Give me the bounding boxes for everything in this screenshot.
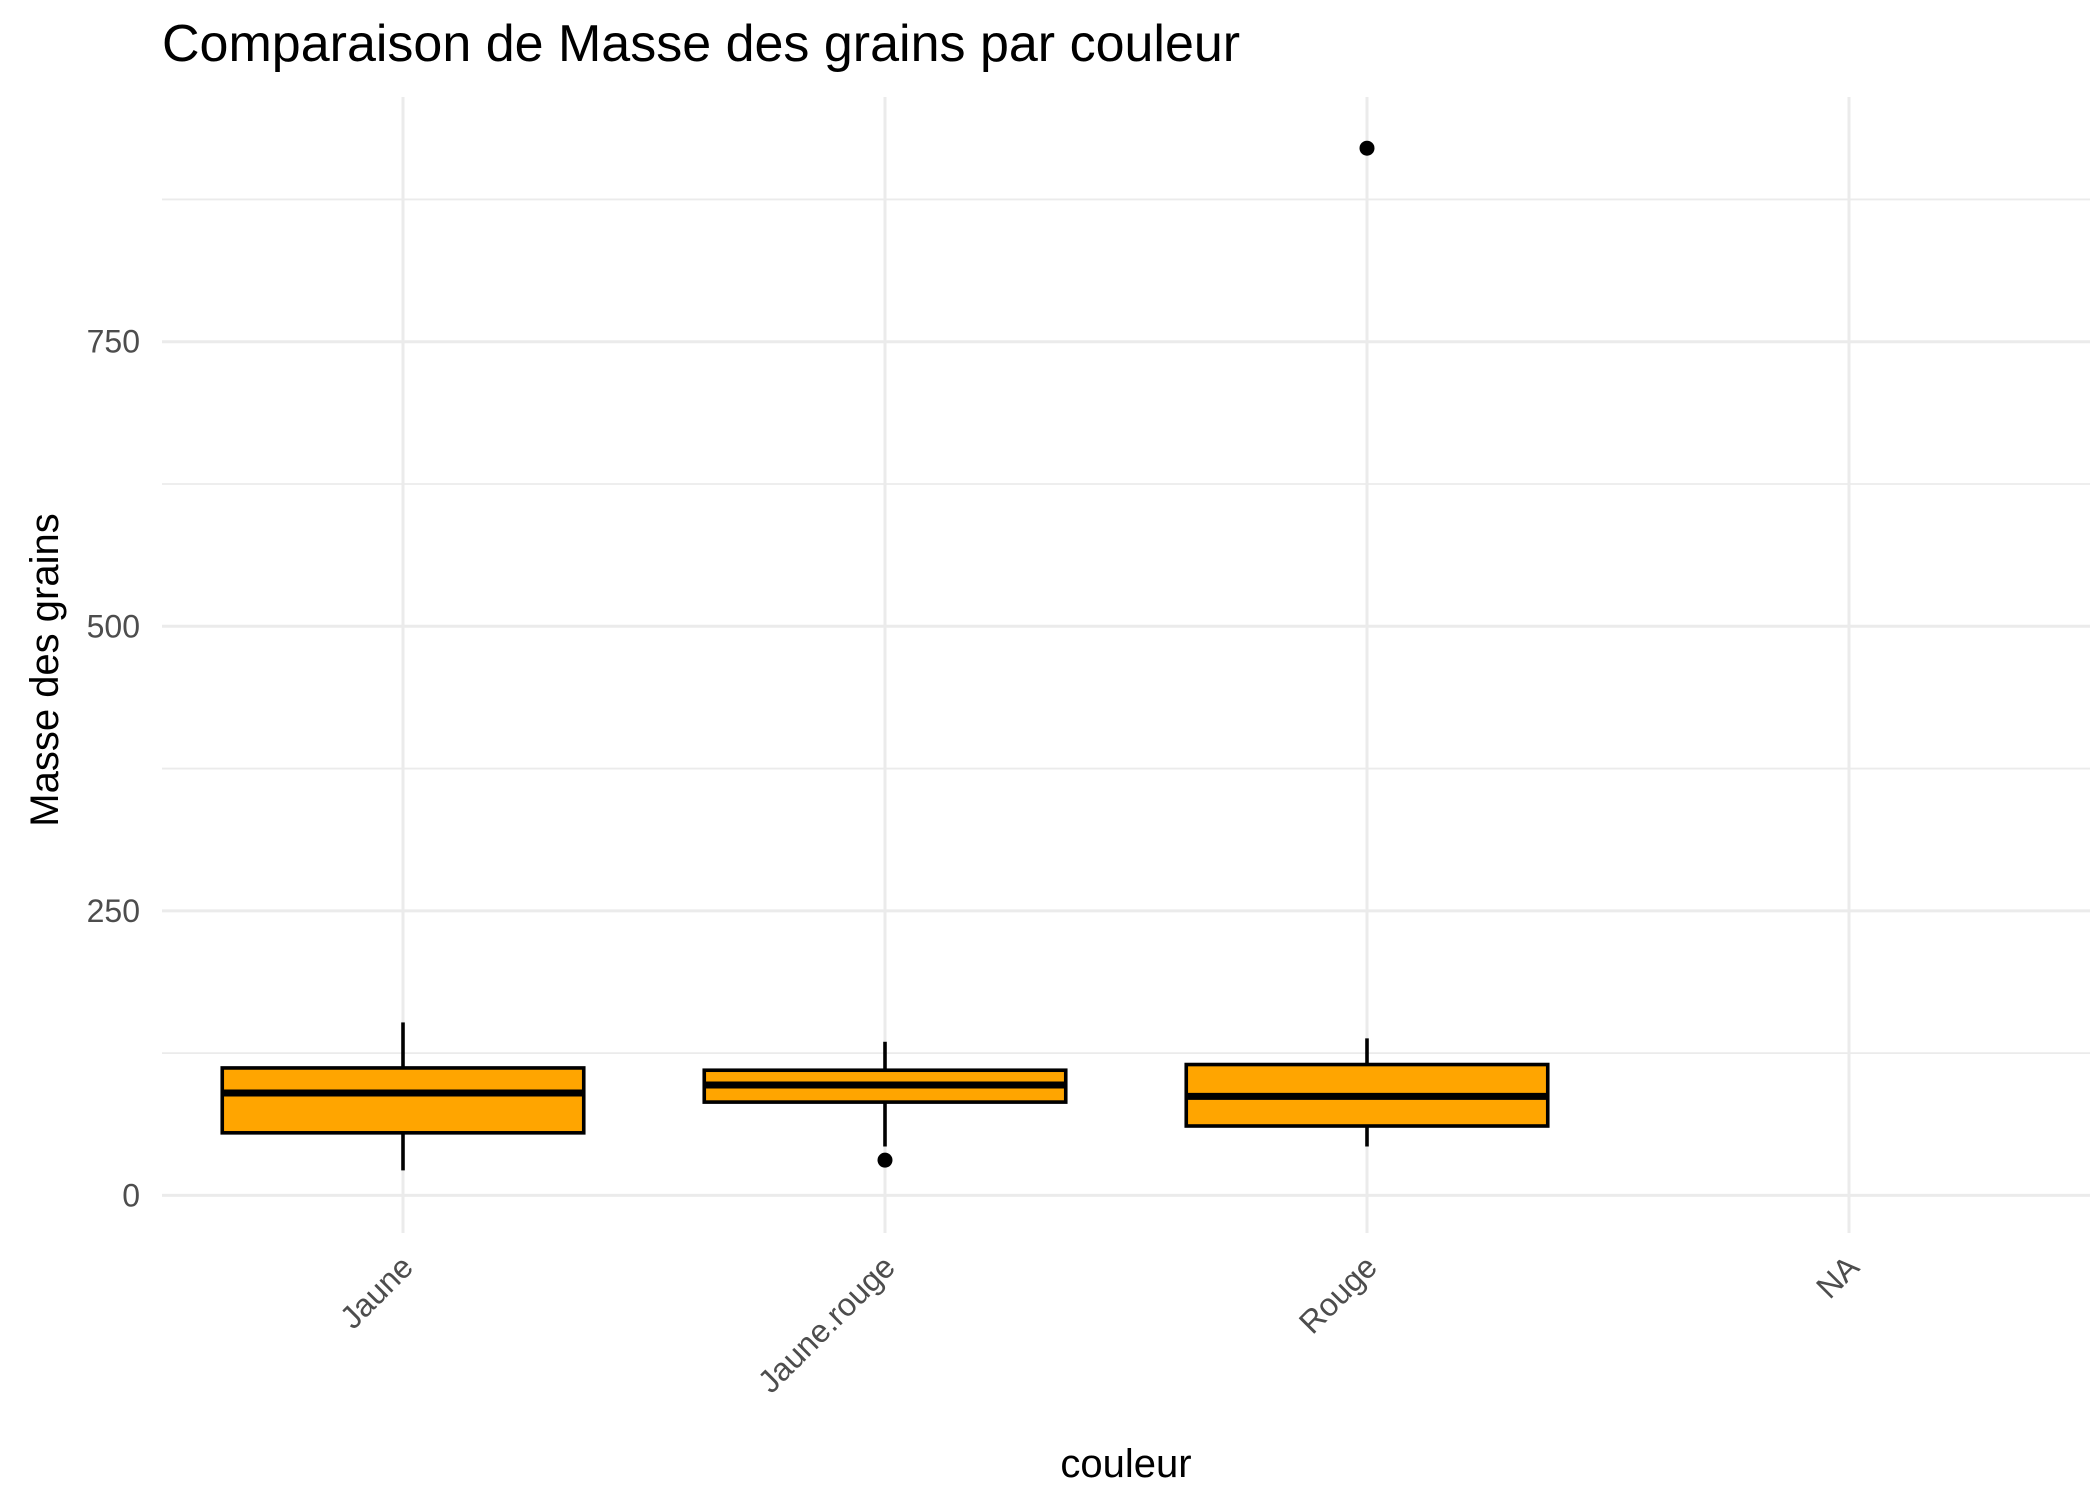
chart-title: Comparaison de Masse des grains par coul… — [162, 15, 1240, 73]
x-tick-label: Jaune.rouge — [751, 1248, 902, 1399]
y-tick-label: 0 — [122, 1177, 140, 1213]
outlier-point — [877, 1152, 893, 1168]
boxplot-rouge — [1184, 140, 1550, 1147]
box-iqr — [220, 1066, 586, 1135]
y-tick-label: 500 — [87, 608, 140, 644]
boxplot-jaune-rouge — [702, 1041, 1068, 1168]
plot-layer — [220, 140, 1550, 1171]
y-tick-label: 250 — [87, 893, 140, 929]
x-axis-title: couleur — [1060, 1442, 1191, 1486]
axis-layer: 0 250 500 750 Jaune Jaune.rouge Rouge NA — [87, 324, 1867, 1400]
x-tick-label: Jaune — [333, 1248, 420, 1335]
grid-layer — [162, 97, 2090, 1233]
x-tick-label: NA — [1809, 1248, 1866, 1305]
boxplot-jaune — [220, 1022, 586, 1171]
x-tick-label: Rouge — [1292, 1248, 1384, 1340]
y-tick-label: 750 — [87, 324, 140, 360]
y-axis-title: Masse des grains — [23, 513, 67, 826]
outlier-point — [1359, 140, 1375, 156]
